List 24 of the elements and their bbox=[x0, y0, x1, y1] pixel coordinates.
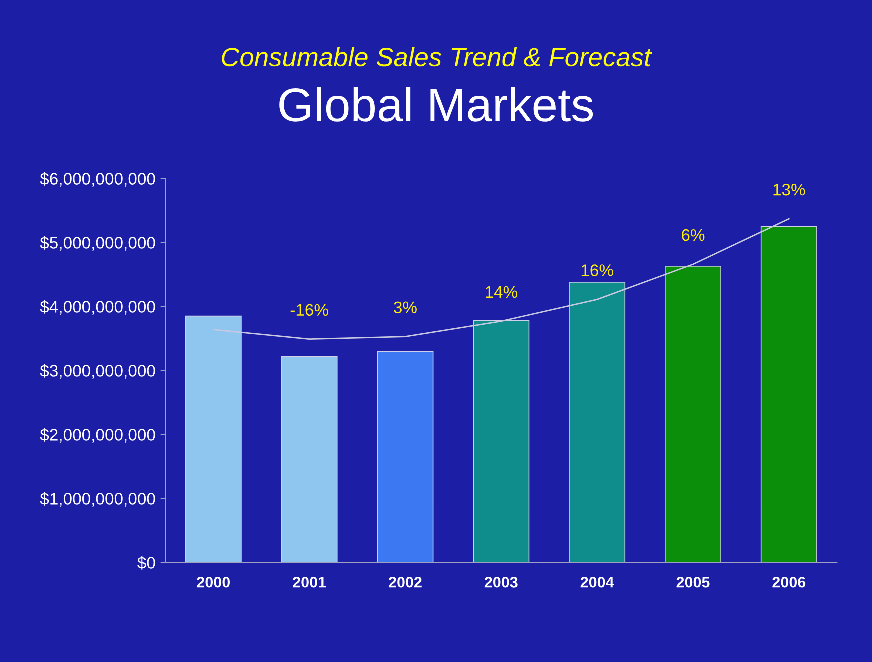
x-tick-label: 2005 bbox=[676, 576, 710, 588]
y-tick-label: $0 bbox=[138, 556, 156, 570]
x-tick-label: 2001 bbox=[293, 576, 326, 588]
y-tick-label: $5,000,000,000 bbox=[40, 236, 156, 251]
y-tick-label: $4,000,000,000 bbox=[40, 300, 156, 315]
annotation: 6% bbox=[682, 229, 705, 242]
annotation: 14% bbox=[486, 286, 518, 298]
x-tick-label: 2004 bbox=[580, 576, 614, 588]
chart-subtitle: Global Markets bbox=[280, 87, 594, 122]
x-tick-label: 2006 bbox=[772, 576, 806, 588]
y-tick-label: $2,000,000,000 bbox=[40, 428, 156, 443]
x-tick-label: 2003 bbox=[484, 576, 518, 588]
y-tick-label: $1,000,000,000 bbox=[40, 492, 156, 507]
x-tick-label: 2000 bbox=[197, 576, 230, 588]
annotation: 3% bbox=[394, 302, 417, 314]
bar bbox=[281, 356, 338, 563]
y-tick-label: $6,000,000,000 bbox=[40, 172, 156, 187]
annotation: 16% bbox=[582, 264, 614, 276]
chart-title: Consumable Sales Trend & Forecast bbox=[222, 47, 652, 67]
annotation: 13% bbox=[774, 184, 806, 196]
annotation: -16% bbox=[290, 304, 328, 316]
y-tick-label: $3,000,000,000 bbox=[40, 364, 156, 379]
x-tick-label: 2002 bbox=[389, 576, 422, 588]
bar bbox=[377, 351, 434, 563]
